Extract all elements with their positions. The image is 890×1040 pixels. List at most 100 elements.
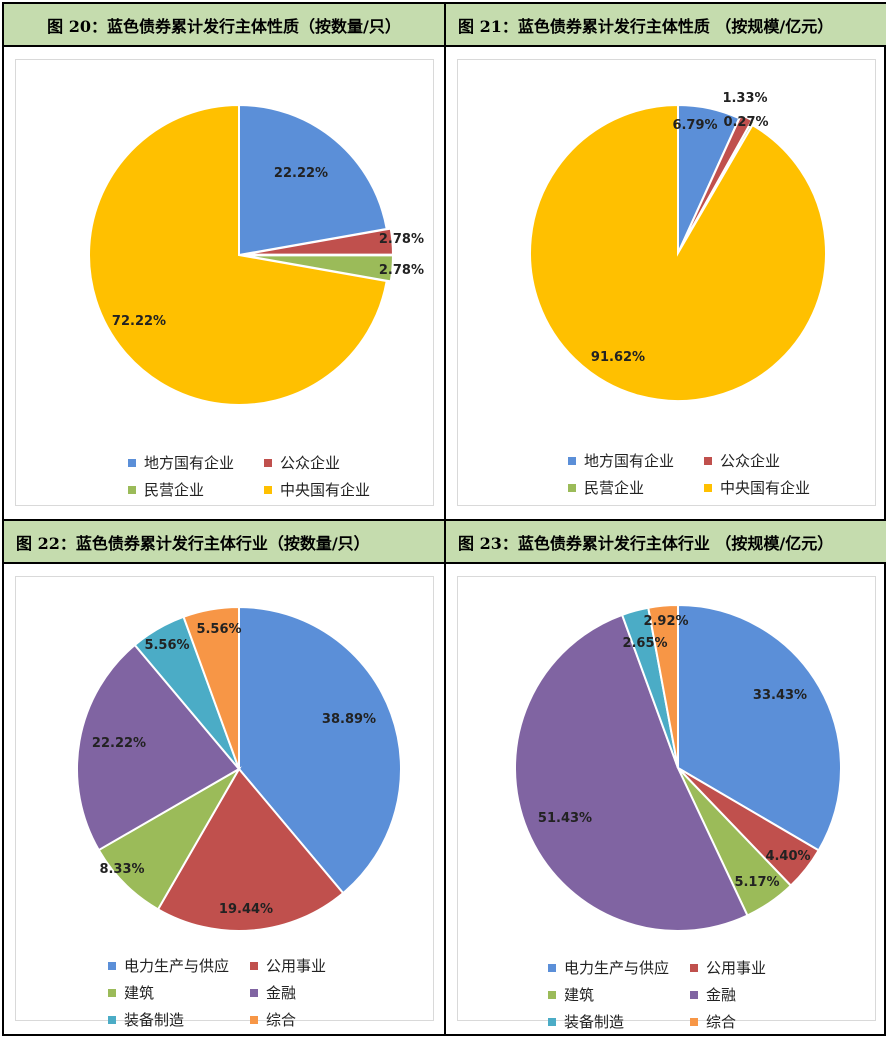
legend-label: 民营企业 [144, 481, 205, 499]
data-label-1: 33.43% [753, 688, 807, 703]
legend-item: 公用事业 [250, 955, 360, 976]
legend-item: 电力生产与供应 [548, 957, 676, 978]
figure-23-title: 图 23：蓝色债券累计发行主体行业 （按规模/亿元） [446, 521, 886, 564]
data-label-3: 5.17% [734, 875, 779, 890]
legend-swatch [108, 961, 116, 970]
legend-label: 综合 [266, 1011, 297, 1029]
legend-swatch [108, 1015, 116, 1024]
legend-swatch [568, 483, 576, 492]
pie-slice-6 [647, 603, 679, 769]
data-label-5: 5.56% [144, 638, 189, 653]
data-label-2: 4.40% [765, 849, 810, 864]
legend-label: 金融 [266, 984, 297, 1002]
chart-panel-23: 33.43% 4.40% 5.17% 51.43% 2.65% 2.92% 电力生产与供应… [457, 576, 876, 1031]
legend-swatch [250, 961, 258, 970]
legend-item: 民营企业 [128, 479, 250, 500]
legend-label: 公用事业 [706, 959, 767, 977]
chart-panel-22: 38.89% 19.44% 8.33% 22.22% 5.56% 5.56% 电力生产与供… [15, 576, 434, 1029]
legend-item: 中央国有企业 [264, 479, 374, 500]
chart-panel-20: 22.22% 2.78% 2.78% 72.22% 地方国有企业 公众企业民营企业 中央国… [15, 59, 434, 506]
data-label-2: 2.78% [379, 232, 424, 247]
pie-slice-1 [677, 603, 842, 852]
legend-swatch [690, 990, 698, 999]
figure-20-title: 图 20：蓝色债券累计发行主体性质（按数量/只） [4, 4, 444, 47]
data-label-5: 2.65% [622, 636, 667, 651]
figure-21: 图 21：蓝色债券累计发行主体性质 （按规模/亿元） 6.79% 1.33% 0.2… [446, 4, 886, 521]
legend-swatch [128, 485, 136, 494]
legend-item: 综合 [250, 1009, 360, 1030]
legend-label: 公用事业 [266, 957, 327, 975]
pie-slice-4 [514, 613, 749, 932]
chart-panel-21: 6.79% 1.33% 0.27% 91.62% 地方国有企业 公众企业民营企业 中央国有… [457, 59, 876, 506]
legend-21: 地方国有企业 公众企业民营企业 中央国有企业 [568, 450, 814, 498]
data-label-1: 38.89% [322, 712, 376, 727]
pie-slice-1 [238, 103, 388, 257]
data-label-1: 6.79% [672, 118, 717, 133]
legend-label: 公众企业 [280, 454, 341, 472]
legend-item: 地方国有企业 [128, 452, 250, 473]
legend-swatch [704, 456, 712, 465]
data-label-3: 0.27% [723, 115, 768, 130]
legend-label: 建筑 [564, 986, 595, 1004]
data-label-4: 72.22% [112, 314, 166, 329]
legend-item: 中央国有企业 [704, 477, 814, 498]
legend-swatch [568, 456, 576, 465]
legend-label: 装备制造 [564, 1013, 625, 1031]
legend-swatch [128, 458, 136, 467]
legend-swatch [548, 990, 556, 999]
data-label-3: 8.33% [99, 862, 144, 877]
legend-20: 地方国有企业 公众企业民营企业 中央国有企业 [128, 452, 374, 500]
data-label-2: 1.33% [722, 91, 767, 106]
pie-chart-20: 22.22% 2.78% 2.78% 72.22% [88, 103, 424, 406]
legend-item: 公用事业 [690, 957, 800, 978]
legend-swatch [548, 963, 556, 972]
legend-swatch [690, 1017, 698, 1026]
legend-label: 中央国有企业 [720, 479, 811, 497]
legend-item: 地方国有企业 [568, 450, 690, 471]
legend-label: 装备制造 [124, 1011, 185, 1029]
legend-item: 金融 [250, 982, 360, 1003]
pie-slice-1 [238, 605, 402, 895]
legend-22: 电力生产与供应 公用事业建筑 金融装备制造 综合 [108, 955, 360, 1030]
data-label-6: 2.92% [643, 614, 688, 629]
pie-chart-23: 33.43% 4.40% 5.17% 51.43% 2.65% 2.92% [514, 603, 842, 932]
figure-20: 图 20：蓝色债券累计发行主体性质（按数量/只） 22.22% 2.78% 2.78… [4, 4, 446, 521]
legend-label: 建筑 [124, 984, 155, 1002]
legend-item: 民营企业 [568, 477, 690, 498]
legend-item: 电力生产与供应 [108, 955, 236, 976]
data-label-2: 19.44% [219, 902, 273, 917]
legend-label: 金融 [706, 986, 737, 1004]
legend-item: 公众企业 [704, 450, 814, 471]
pie-slice-4 [88, 103, 388, 406]
data-label-6: 5.56% [196, 622, 241, 637]
legend-label: 民营企业 [584, 479, 645, 497]
legend-label: 综合 [706, 1013, 737, 1031]
pie-chart-21: 6.79% 1.33% 0.27% 91.62% [529, 91, 827, 402]
data-label-1: 22.22% [274, 166, 328, 181]
pie-slice-4 [76, 643, 241, 852]
data-label-4: 22.22% [92, 736, 146, 751]
figure-22: 图 22：蓝色债券累计发行主体行业（按数量/只） 38.89% 19.44% 8.3… [4, 521, 446, 1034]
legend-label: 地方国有企业 [144, 454, 235, 472]
legend-label: 中央国有企业 [280, 481, 371, 499]
data-label-4: 91.62% [591, 350, 645, 365]
data-label-3: 2.78% [379, 263, 424, 278]
legend-item: 建筑 [108, 982, 236, 1003]
legend-swatch [704, 483, 712, 492]
legend-swatch [690, 963, 698, 972]
legend-23: 电力生产与供应 公用事业建筑 金融装备制造 综合 [548, 957, 800, 1032]
legend-item: 建筑 [548, 984, 676, 1005]
pie-slice-6 [182, 605, 240, 770]
pie-slice-4 [529, 103, 827, 402]
figure-22-title: 图 22：蓝色债券累计发行主体行业（按数量/只） [4, 521, 444, 564]
legend-label: 地方国有企业 [584, 452, 675, 470]
legend-swatch [264, 458, 272, 467]
legend-item: 综合 [690, 1011, 800, 1032]
data-label-4: 51.43% [538, 811, 592, 826]
legend-item: 公众企业 [264, 452, 374, 473]
legend-item: 装备制造 [108, 1009, 236, 1030]
pie-chart-22: 38.89% 19.44% 8.33% 22.22% 5.56% 5.56% [76, 605, 402, 932]
legend-item: 金融 [690, 984, 800, 1005]
legend-swatch [250, 1015, 258, 1024]
